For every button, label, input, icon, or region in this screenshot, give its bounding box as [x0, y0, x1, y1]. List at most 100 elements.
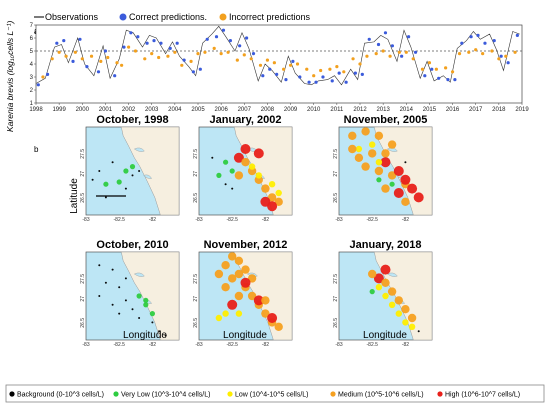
- sample-point-low: [382, 292, 389, 300]
- correct-prediction-point: [413, 50, 418, 54]
- longitude-tick-label: -82.5: [114, 342, 126, 348]
- sample-point-bg: [151, 321, 154, 324]
- sample-point-med: [354, 153, 364, 162]
- x-tick-label: 2005: [191, 107, 205, 113]
- latitude-tick-label: 26.5: [333, 193, 339, 203]
- sample-point-med: [381, 278, 390, 287]
- correct-legend-label: Correct predictions.: [129, 12, 207, 22]
- correct-prediction-point: [314, 80, 318, 84]
- correct-prediction-point: [85, 65, 89, 69]
- correct-prediction-point: [113, 74, 117, 78]
- sample-point-med: [247, 274, 257, 283]
- incorrect-prediction-point: [305, 67, 309, 71]
- correct-prediction-point: [245, 36, 249, 40]
- x-tick-label: 2013: [376, 107, 390, 113]
- x-tick-label: 2016: [446, 107, 460, 113]
- sample-point-bg: [111, 161, 114, 164]
- x-tick-label: 2002: [122, 107, 136, 113]
- sample-point-med: [261, 296, 270, 305]
- map-title: January, 2002: [210, 114, 282, 126]
- sample-point-med: [221, 261, 230, 270]
- y-tick-label: 6: [30, 36, 34, 42]
- incorrect-prediction-point: [474, 48, 478, 52]
- incorrect-prediction-point: [328, 67, 332, 71]
- legend-label-bg: Background (0-10^3 cells/L): [17, 392, 104, 399]
- latitude-tick-label: 27.5: [193, 149, 199, 159]
- x-tick-label: 2004: [168, 107, 182, 113]
- plot-frame: [35, 24, 523, 104]
- longitude-tick-label: -82.5: [227, 217, 239, 223]
- incorrect-prediction-point: [295, 62, 300, 66]
- incorrect-prediction-point: [381, 49, 385, 53]
- panel-b-ylabel: Latitude: [69, 178, 80, 214]
- sample-point-vlow: [229, 168, 235, 174]
- sample-point-med: [401, 305, 410, 314]
- incorrect-prediction-point: [89, 54, 94, 58]
- sample-point-vlow: [123, 168, 129, 174]
- correct-prediction-point: [78, 37, 82, 41]
- longitude-tick-label: -82: [149, 342, 156, 348]
- incorrect-legend-label: Incorrect predictions: [229, 12, 311, 22]
- sample-point-vlow: [143, 302, 149, 308]
- panel-b-xlabel-2: Longitude: [223, 330, 267, 341]
- sample-point-bg: [104, 196, 107, 199]
- correct-prediction-point: [71, 59, 75, 64]
- sample-point-low: [268, 181, 276, 188]
- sample-point-bg: [124, 299, 127, 302]
- sample-point-med: [394, 296, 403, 305]
- correct-prediction-point: [145, 41, 149, 45]
- sample-point-low: [248, 163, 256, 170]
- incorrect-prediction-point: [133, 49, 138, 53]
- latitude-tick-label: 27.5: [333, 149, 339, 159]
- correct-prediction-point: [36, 83, 40, 87]
- longitude-tick-label: -83: [82, 342, 89, 348]
- sample-point-bg: [118, 312, 121, 315]
- incorrect-prediction-point: [73, 50, 77, 54]
- incorrect-prediction-point: [249, 57, 253, 61]
- longitude-tick-label: -82.5: [114, 217, 126, 223]
- map-bay: [134, 272, 145, 277]
- sample-point-med: [387, 140, 397, 149]
- observations-series-line: [35, 25, 520, 86]
- sample-point-med: [401, 197, 410, 206]
- latitude-tick-label: 27.5: [80, 149, 86, 159]
- incorrect-prediction-point: [365, 54, 369, 58]
- sample-point-med: [361, 127, 370, 136]
- sample-point-vlow: [223, 159, 229, 165]
- correct-prediction-point: [205, 37, 209, 41]
- longitude-tick-label: -82: [402, 217, 409, 223]
- sample-point-high: [253, 148, 264, 159]
- correct-prediction-point: [159, 41, 163, 45]
- incorrect-prediction-point: [481, 52, 485, 56]
- correct-prediction-point: [238, 44, 242, 48]
- sample-point-low: [395, 310, 402, 317]
- sample-point-low: [235, 310, 243, 317]
- x-tick-label: 2012: [353, 107, 367, 113]
- panel-b-xlabel-3: Longitude: [363, 330, 407, 341]
- sample-point-med: [214, 269, 224, 279]
- correct-prediction-point: [268, 67, 272, 71]
- correct-prediction-point: [221, 28, 226, 32]
- sample-point-med: [381, 149, 390, 158]
- correct-prediction-point: [353, 71, 357, 75]
- sample-point-med: [374, 131, 384, 140]
- x-tick-label: 1998: [29, 107, 43, 113]
- correct-prediction-point: [275, 72, 279, 76]
- incorrect-prediction-point: [57, 50, 61, 54]
- sample-point-med: [361, 162, 370, 171]
- legend-label-med: Medium (10^5-10^6 cells/L): [338, 392, 424, 399]
- sample-point-bg: [131, 308, 134, 311]
- incorrect-prediction-point: [397, 50, 401, 54]
- correct-prediction-point: [103, 49, 108, 53]
- correct-prediction-point: [360, 72, 364, 76]
- correct-prediction-point: [330, 79, 334, 83]
- sample-point-med: [368, 269, 377, 279]
- correct-prediction-point: [175, 41, 179, 45]
- correct-prediction-point: [437, 76, 441, 80]
- map-title: October, 2010: [96, 239, 168, 251]
- longitude-tick-label: -83: [335, 217, 342, 223]
- concentration-legend: Background (0-10^3 cells/L) Very Low (10^…: [5, 384, 545, 403]
- longitude-tick-label: -82: [402, 342, 409, 348]
- sample-point-high: [240, 144, 251, 154]
